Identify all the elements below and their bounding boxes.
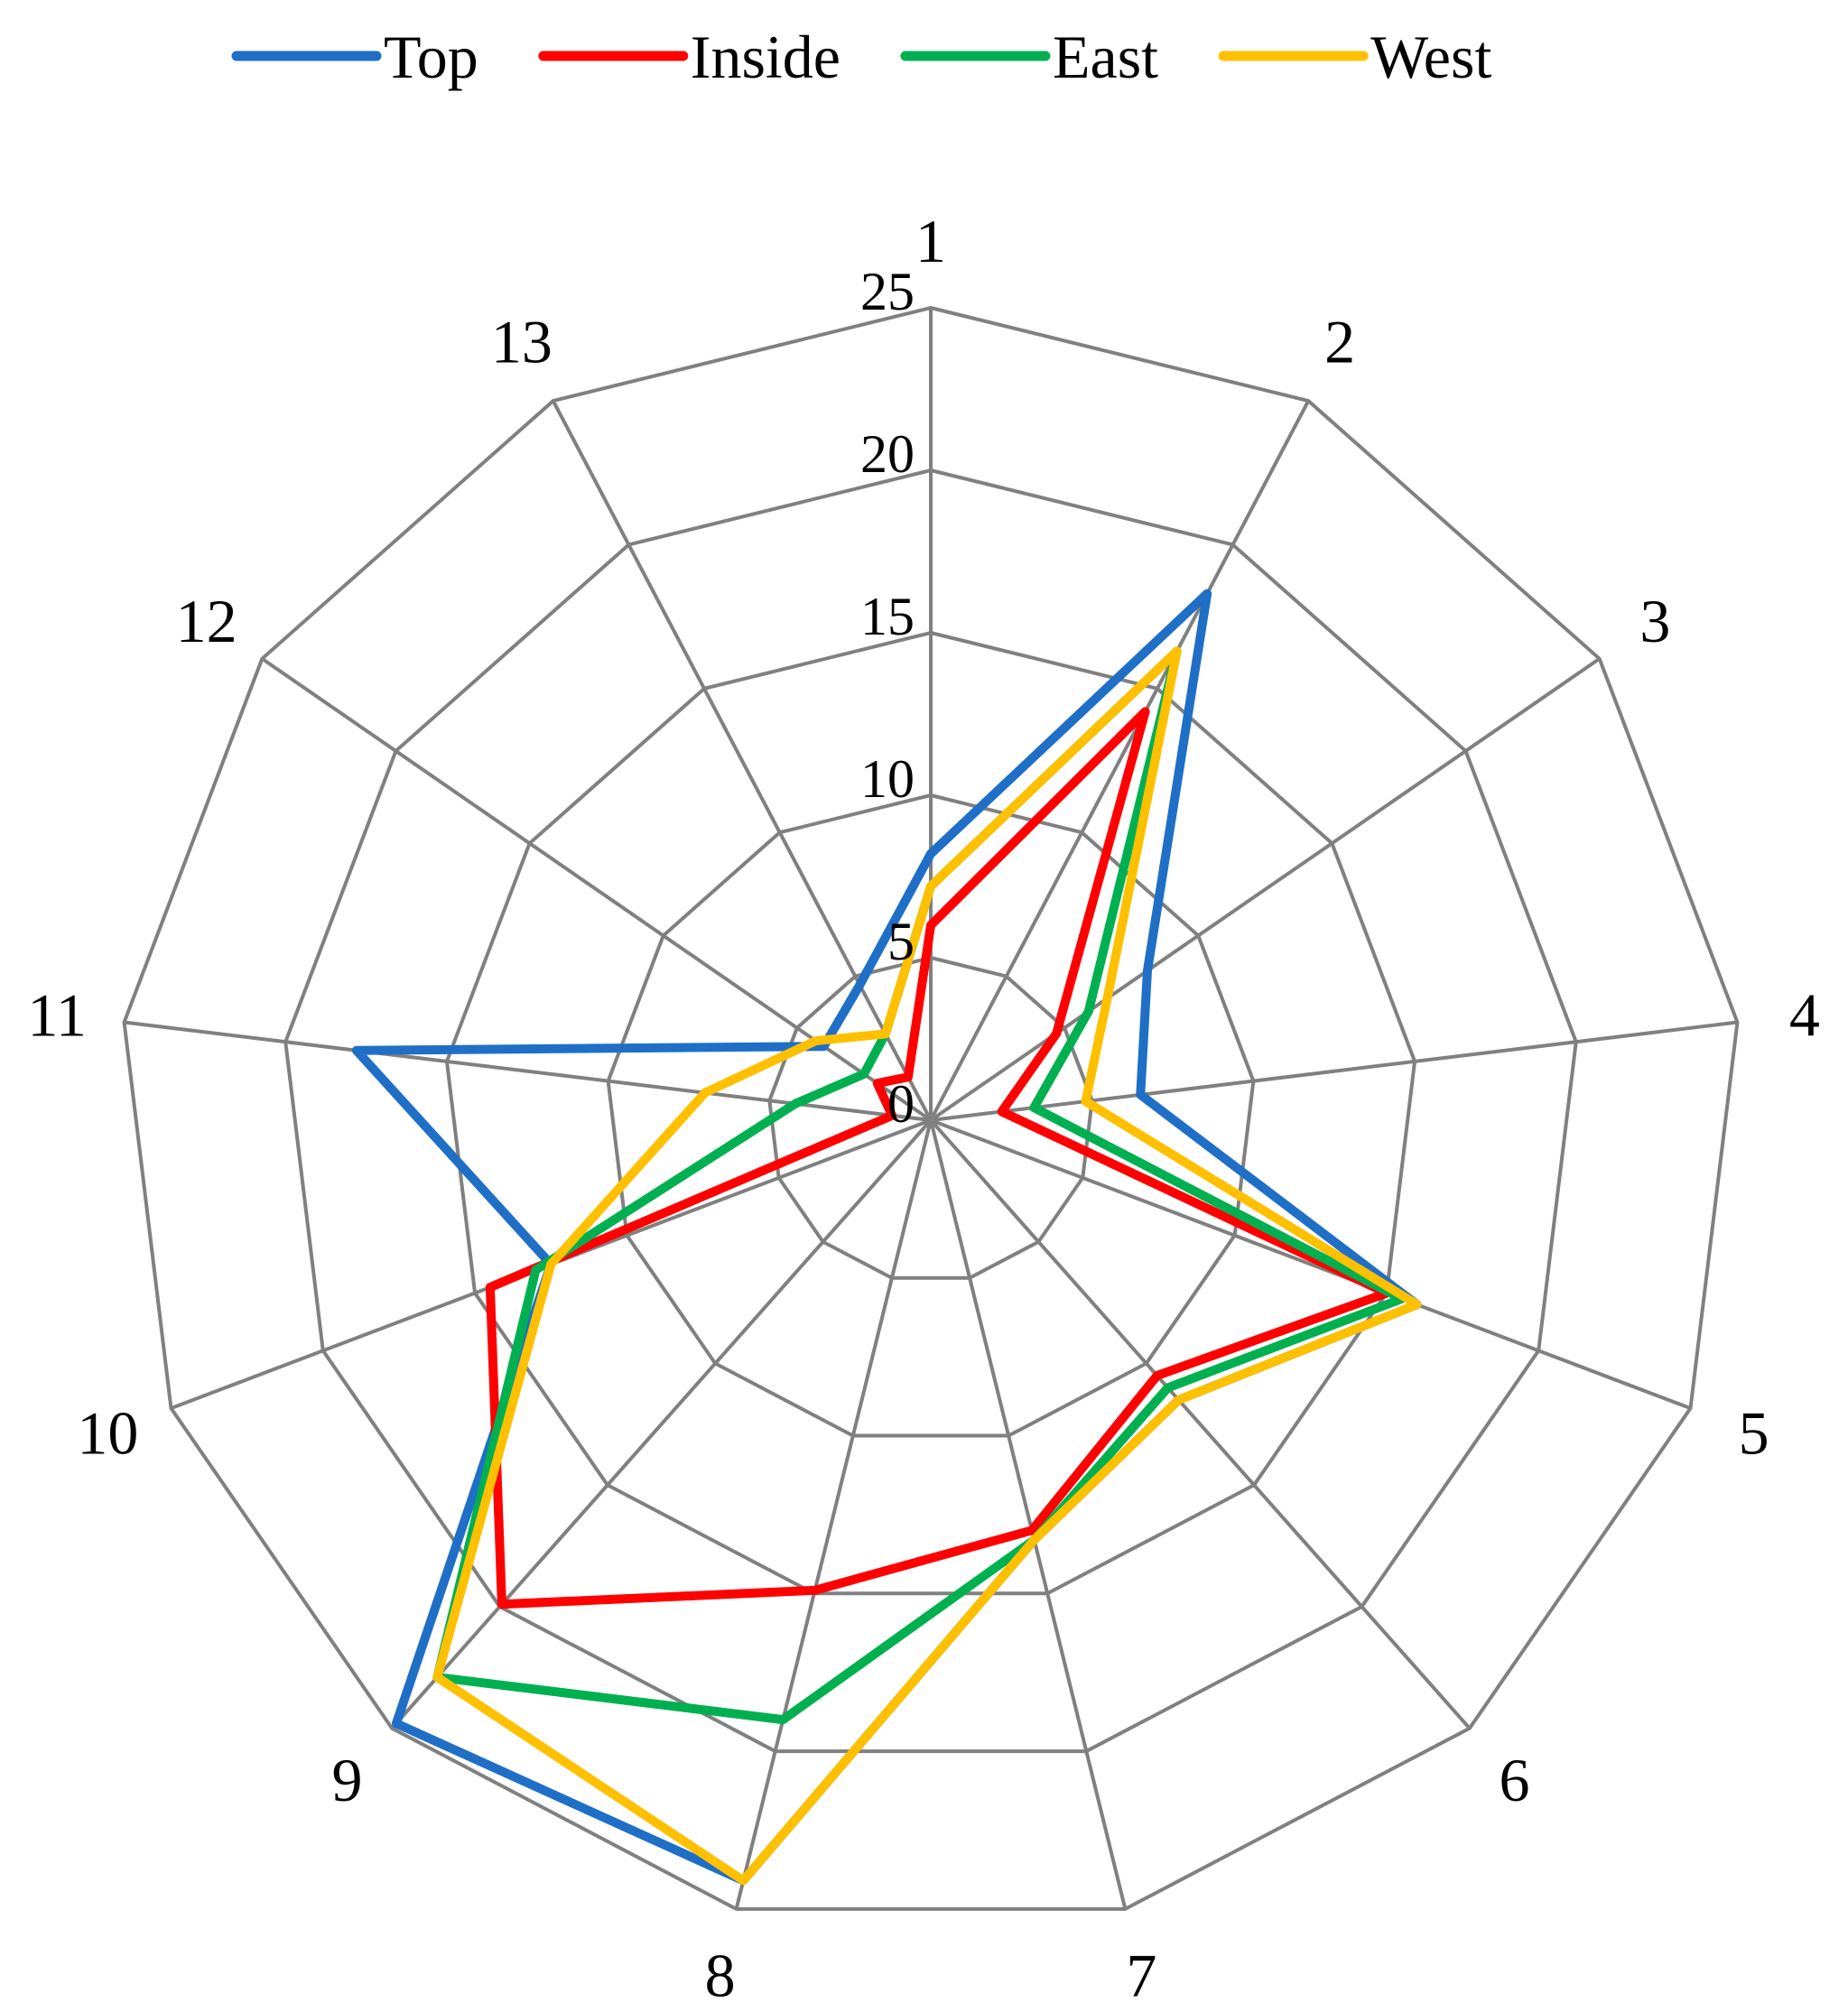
category-label: 5 [1739,1399,1769,1468]
category-label: 10 [77,1399,138,1468]
category-label: 6 [1500,1746,1530,1814]
category-label: 11 [27,980,86,1049]
radial-tick-labels: 0 5 10 15 20 25 [860,262,915,1134]
tick-label: 20 [860,424,915,484]
grid-ring [283,468,1578,1754]
tick-label: 15 [860,587,915,646]
category-label: 8 [705,1942,736,2003]
grid-ring [122,305,1740,1911]
category-label: 7 [1126,1942,1156,2003]
legend-label-east: East [1053,23,1158,91]
legend-label-top: Top [384,23,478,91]
tick-label: 25 [860,262,915,321]
grid-ring [606,793,1256,1438]
tick-label: 5 [887,912,915,971]
legend-label-west: West [1370,23,1491,91]
series-line-inside [485,707,1391,1609]
category-label: 2 [1324,308,1355,376]
category-label: 3 [1639,587,1670,655]
category-label: 13 [491,308,553,376]
category-label: 1 [915,207,946,275]
radar-spokes [124,308,1738,1910]
spoke [929,400,1311,1121]
legend: Top Inside East West [231,23,1491,91]
spoke [551,400,933,1121]
grid-ring [444,630,1417,1596]
spoke [929,1118,1472,1729]
radar-grid [122,305,1740,1911]
category-label: 12 [176,587,237,655]
spoke [930,1118,1692,1411]
spoke [390,1118,933,1729]
spoke [929,1119,1128,1910]
category-label: 9 [331,1746,362,1814]
tick-label: 0 [887,1074,915,1134]
category-label: 4 [1789,980,1820,1049]
series-layer [351,589,1422,1886]
spoke [734,1119,933,1910]
spoke [929,657,1601,1122]
tick-label: 10 [860,749,915,809]
series-line-east [432,646,1407,1725]
series-line-west [432,646,1422,1886]
legend-label-inside: Inside [691,23,840,91]
spoke [930,1020,1738,1122]
